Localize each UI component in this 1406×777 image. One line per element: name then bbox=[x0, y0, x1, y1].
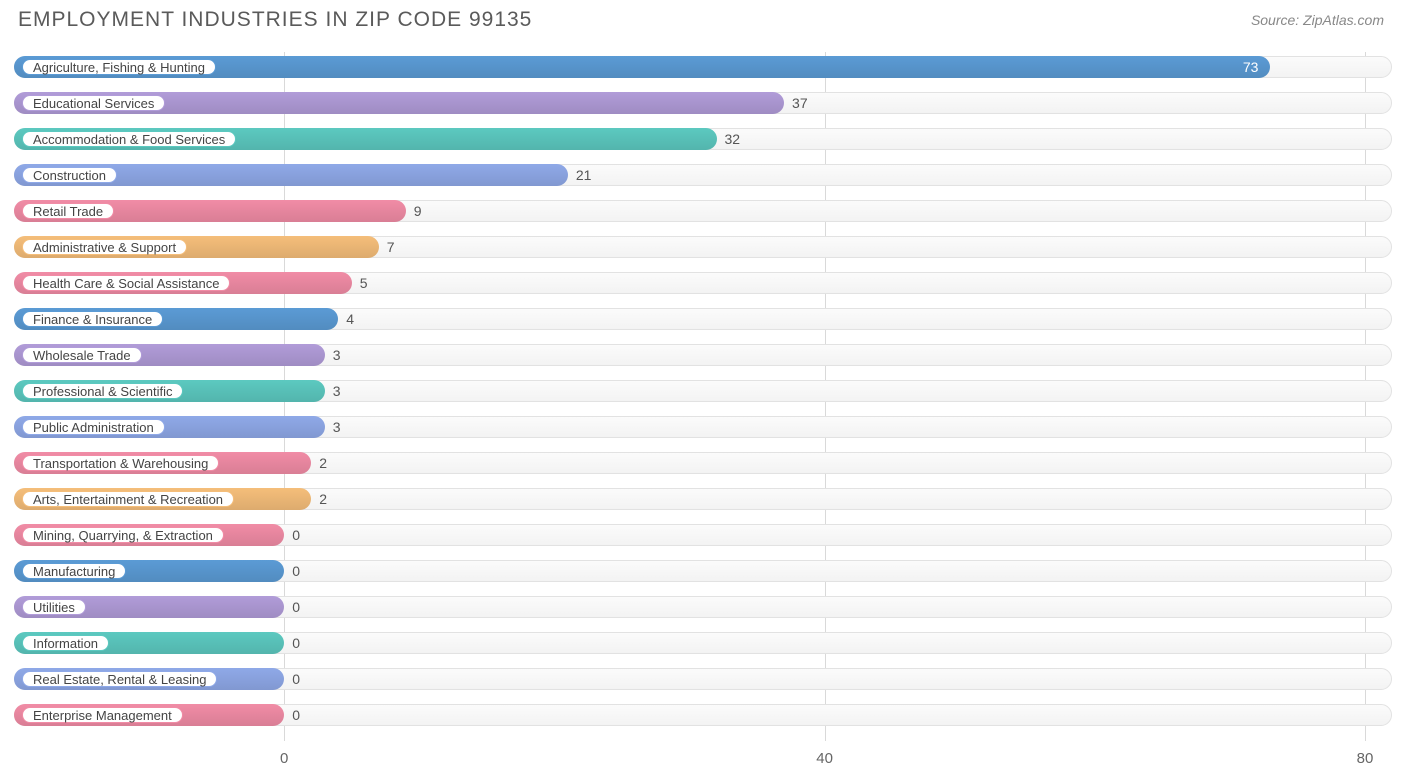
bar-value: 0 bbox=[292, 632, 300, 654]
bar-label-pill: Construction bbox=[22, 167, 117, 183]
bar-row: Health Care & Social Assistance 5 bbox=[14, 268, 1392, 298]
chart-title: EMPLOYMENT INDUSTRIES IN ZIP CODE 99135 bbox=[18, 8, 532, 32]
bar-row: Retail Trade 9 bbox=[14, 196, 1392, 226]
bar-label-pill: Enterprise Management bbox=[22, 707, 183, 723]
bar-label-pill: Manufacturing bbox=[22, 563, 126, 579]
bar-label-pill: Professional & Scientific bbox=[22, 383, 183, 399]
bar-row: Professional & Scientific 3 bbox=[14, 376, 1392, 406]
bar-value: 3 bbox=[333, 344, 341, 366]
bar-label-pill: Mining, Quarrying, & Extraction bbox=[22, 527, 224, 543]
bar-label-pill: Administrative & Support bbox=[22, 239, 187, 255]
bar-value: 0 bbox=[292, 560, 300, 582]
bar-label-pill: Health Care & Social Assistance bbox=[22, 275, 230, 291]
chart-container: EMPLOYMENT INDUSTRIES IN ZIP CODE 99135 … bbox=[0, 0, 1406, 777]
bar-value: 2 bbox=[319, 452, 327, 474]
bar-label-pill: Transportation & Warehousing bbox=[22, 455, 219, 471]
bar-label-pill: Finance & Insurance bbox=[22, 311, 163, 327]
bar-row: Agriculture, Fishing & Hunting 73 bbox=[14, 52, 1392, 82]
bar-value: 4 bbox=[346, 308, 354, 330]
chart-source: Source: ZipAtlas.com bbox=[1251, 12, 1384, 28]
bar-row: Administrative & Support 7 bbox=[14, 232, 1392, 262]
bar-row: Arts, Entertainment & Recreation 2 bbox=[14, 484, 1392, 514]
bar-value: 7 bbox=[387, 236, 395, 258]
bar-value: 3 bbox=[333, 380, 341, 402]
bar-label-pill: Accommodation & Food Services bbox=[22, 131, 236, 147]
bar-value: 37 bbox=[792, 92, 808, 114]
bar-row: Utilities 0 bbox=[14, 592, 1392, 622]
bar-value: 2 bbox=[319, 488, 327, 510]
bar-value: 0 bbox=[292, 596, 300, 618]
bar-value: 0 bbox=[292, 668, 300, 690]
bar-row: Real Estate, Rental & Leasing 0 bbox=[14, 664, 1392, 694]
bar-row: Educational Services 37 bbox=[14, 88, 1392, 118]
x-tick-label: 0 bbox=[280, 750, 288, 767]
bar-row: Finance & Insurance 4 bbox=[14, 304, 1392, 334]
bar-label-pill: Information bbox=[22, 635, 109, 651]
bar-row: Enterprise Management 0 bbox=[14, 700, 1392, 730]
bar-value: 21 bbox=[576, 164, 592, 186]
bar-value: 9 bbox=[414, 200, 422, 222]
bar-row: Accommodation & Food Services 32 bbox=[14, 124, 1392, 154]
bar-label-pill: Real Estate, Rental & Leasing bbox=[22, 671, 217, 687]
bar-row: Manufacturing 0 bbox=[14, 556, 1392, 586]
bar-row: Transportation & Warehousing 2 bbox=[14, 448, 1392, 478]
bar-value: 0 bbox=[292, 704, 300, 726]
bar-value: 5 bbox=[360, 272, 368, 294]
x-tick-label: 40 bbox=[816, 750, 833, 767]
bar-row: Construction 21 bbox=[14, 160, 1392, 190]
bar-row: Wholesale Trade 3 bbox=[14, 340, 1392, 370]
bar-label-pill: Utilities bbox=[22, 599, 86, 615]
chart-area: Agriculture, Fishing & Hunting73Educatio… bbox=[14, 52, 1392, 741]
bar-value: 3 bbox=[333, 416, 341, 438]
bar-label-pill: Agriculture, Fishing & Hunting bbox=[22, 59, 216, 75]
bar-label-pill: Wholesale Trade bbox=[22, 347, 142, 363]
bar-value: 0 bbox=[292, 524, 300, 546]
x-tick-label: 80 bbox=[1357, 750, 1374, 767]
bar-value: 73 bbox=[1243, 56, 1259, 78]
bar-label-pill: Arts, Entertainment & Recreation bbox=[22, 491, 234, 507]
bar-row: Information 0 bbox=[14, 628, 1392, 658]
bar-row: Mining, Quarrying, & Extraction 0 bbox=[14, 520, 1392, 550]
x-axis: 0 40 80 bbox=[14, 747, 1392, 767]
bar-row: Public Administration 3 bbox=[14, 412, 1392, 442]
bar-value: 32 bbox=[725, 128, 741, 150]
bar-label-pill: Public Administration bbox=[22, 419, 165, 435]
bar-label-pill: Retail Trade bbox=[22, 203, 114, 219]
bar-label-pill: Educational Services bbox=[22, 95, 165, 111]
